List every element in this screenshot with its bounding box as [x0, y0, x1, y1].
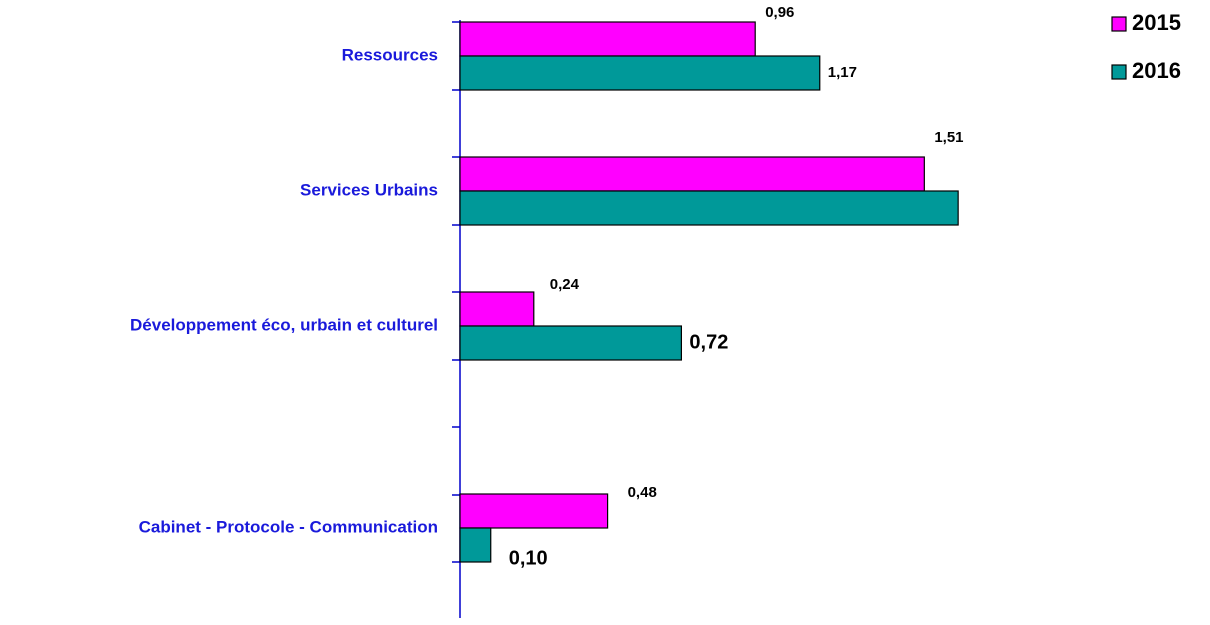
bar	[459, 190, 959, 226]
value-label: 0,72	[689, 331, 728, 353]
value-label: 0,10	[509, 547, 548, 569]
category-label: Ressources	[342, 45, 438, 64]
legend-swatch	[1111, 64, 1127, 80]
bar	[459, 493, 609, 529]
axis-ticks	[452, 21, 460, 563]
category-label: Cabinet - Protocole - Communication	[139, 517, 438, 536]
value-label: 1,17	[828, 64, 857, 81]
bar	[459, 156, 925, 192]
legend-swatch	[1111, 16, 1127, 32]
bar	[459, 325, 682, 361]
legend-label: 2016	[1132, 58, 1181, 83]
value-label: 0,24	[550, 276, 580, 293]
bar	[459, 291, 535, 327]
legend-label: 2015	[1132, 10, 1181, 35]
value-label: 0,48	[628, 484, 657, 501]
bar	[459, 55, 821, 91]
value-label: 1,51	[934, 129, 963, 146]
category-label: Développement éco, urbain et culturel	[130, 315, 438, 334]
bar	[459, 527, 492, 563]
value-label: 0,96	[765, 4, 794, 21]
category-label: Services Urbains	[300, 180, 438, 199]
bar	[459, 21, 756, 57]
